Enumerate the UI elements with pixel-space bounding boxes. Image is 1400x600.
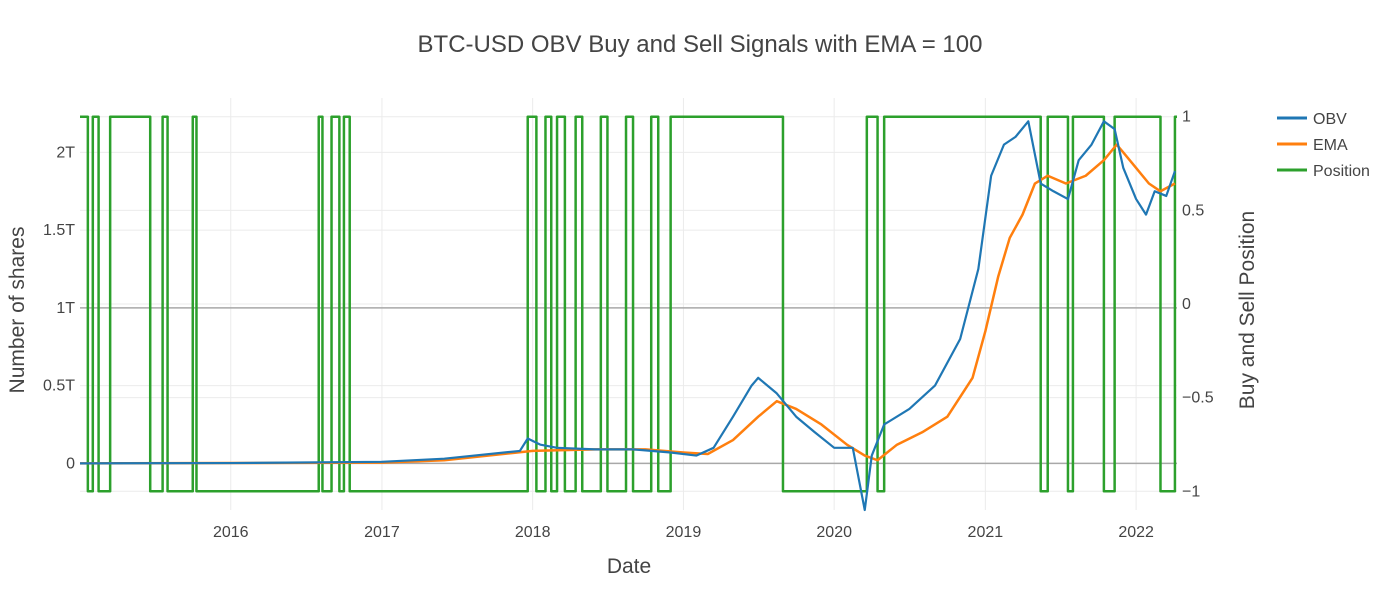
y2-tick-label: 0.5 (1182, 202, 1204, 219)
x-axis-title: Date (607, 555, 651, 578)
chart-title: BTC-USD OBV Buy and Sell Signals with EM… (418, 31, 983, 58)
y2-tick-label: 0 (1182, 296, 1191, 313)
x-axis-ticks: 2016 2017 2018 2019 2020 2021 2022 (213, 524, 1154, 541)
y-axis-title: Number of shares (6, 227, 29, 394)
y-tick-label: 1T (56, 300, 75, 317)
legend-item-position[interactable]: Position (1277, 163, 1370, 180)
x-tick-label: 2017 (364, 524, 400, 541)
y-tick-label: 0.5T (43, 378, 75, 395)
legend-label: EMA (1313, 137, 1348, 154)
x-tick-label: 2021 (968, 524, 1004, 541)
legend-label: Position (1313, 163, 1370, 180)
legend[interactable]: OBV EMA Position (1277, 111, 1370, 180)
y2-tick-label: −0.5 (1182, 390, 1214, 407)
y2-axis-title: Buy and Sell Position (1236, 211, 1259, 409)
x-tick-label: 2016 (213, 524, 249, 541)
y-tick-label: 0 (66, 455, 75, 472)
x-tick-label: 2019 (666, 524, 702, 541)
x-tick-label: 2020 (816, 524, 852, 541)
y2-axis-ticks: −1 −0.5 0 0.5 1 (1182, 109, 1214, 501)
y2-tick-label: 1 (1182, 109, 1191, 126)
series-line-position[interactable] (80, 115, 1177, 493)
x-tick-label: 2022 (1118, 524, 1154, 541)
legend-label: OBV (1313, 111, 1347, 128)
y-tick-label: 2T (56, 144, 75, 161)
x-tick-label: 2018 (515, 524, 551, 541)
series-line-obv[interactable] (79, 120, 1176, 512)
series-layer (79, 115, 1177, 512)
y2-tick-label: −1 (1182, 483, 1200, 500)
y-axis-ticks: 0 0.5T 1T 1.5T 2T (43, 144, 75, 472)
legend-item-obv[interactable]: OBV (1277, 111, 1347, 128)
legend-item-ema[interactable]: EMA (1277, 137, 1348, 154)
y-tick-label: 1.5T (43, 222, 75, 239)
